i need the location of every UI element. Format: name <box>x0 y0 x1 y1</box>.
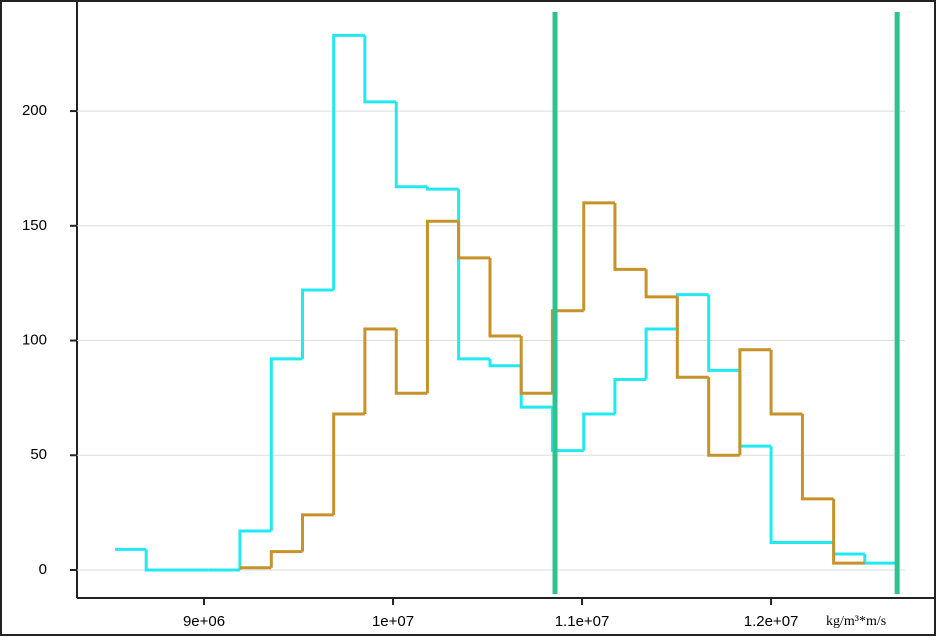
histogram-step <box>582 201 615 311</box>
histogram-step <box>394 101 428 189</box>
histogram-step <box>832 542 865 556</box>
x-unit-label: kg/m³*m/s <box>826 614 886 629</box>
histogram-step <box>582 412 615 451</box>
histogram-step <box>769 446 803 544</box>
histogram-step <box>519 335 553 395</box>
histogram-step <box>644 327 678 380</box>
histogram-step <box>332 412 365 515</box>
histogram-step <box>613 378 647 414</box>
histogram-step <box>269 357 303 531</box>
histogram-step <box>425 186 459 191</box>
histogram-step <box>519 365 553 409</box>
histogram-step <box>675 296 709 379</box>
y-tick-label: 150 <box>22 217 47 234</box>
x-tick-label: 1.2e+07 <box>744 613 799 630</box>
histogram-step <box>144 549 178 572</box>
histogram-step <box>363 35 397 104</box>
histogram-step <box>457 221 491 260</box>
y-tick-label: 0 <box>39 561 47 578</box>
histogram-step <box>332 33 365 291</box>
histogram-step <box>425 219 459 394</box>
histogram-step <box>832 498 865 565</box>
histogram-step <box>550 309 584 394</box>
histogram-step <box>394 329 428 395</box>
histogram-step <box>613 202 647 271</box>
histogram-step <box>457 189 491 361</box>
histogram-step <box>300 513 334 552</box>
histogram-step <box>269 550 303 568</box>
histogram-step <box>738 348 772 456</box>
histogram-step <box>550 407 584 453</box>
histogram-step <box>363 327 397 414</box>
y-tick-label: 100 <box>22 332 47 349</box>
histogram-step <box>707 377 740 457</box>
y-tick-label: 50 <box>30 446 47 463</box>
histogram-step <box>800 413 834 501</box>
y-tick-label: 200 <box>22 102 47 119</box>
histogram-step <box>300 288 334 359</box>
histogram-step <box>707 294 740 372</box>
histogram-step <box>863 553 897 565</box>
histogram-step <box>238 529 272 571</box>
histogram-step <box>769 349 803 416</box>
histogram-step <box>644 269 678 299</box>
histogram-step <box>738 370 772 448</box>
x-tick-label: 1e+07 <box>372 613 414 630</box>
x-tick-label: 1.1e+07 <box>555 613 610 630</box>
histogram-step <box>488 358 522 368</box>
histogram-step <box>675 293 709 330</box>
histogram-step <box>488 257 522 338</box>
x-tick-label: 9e+06 <box>183 613 225 630</box>
